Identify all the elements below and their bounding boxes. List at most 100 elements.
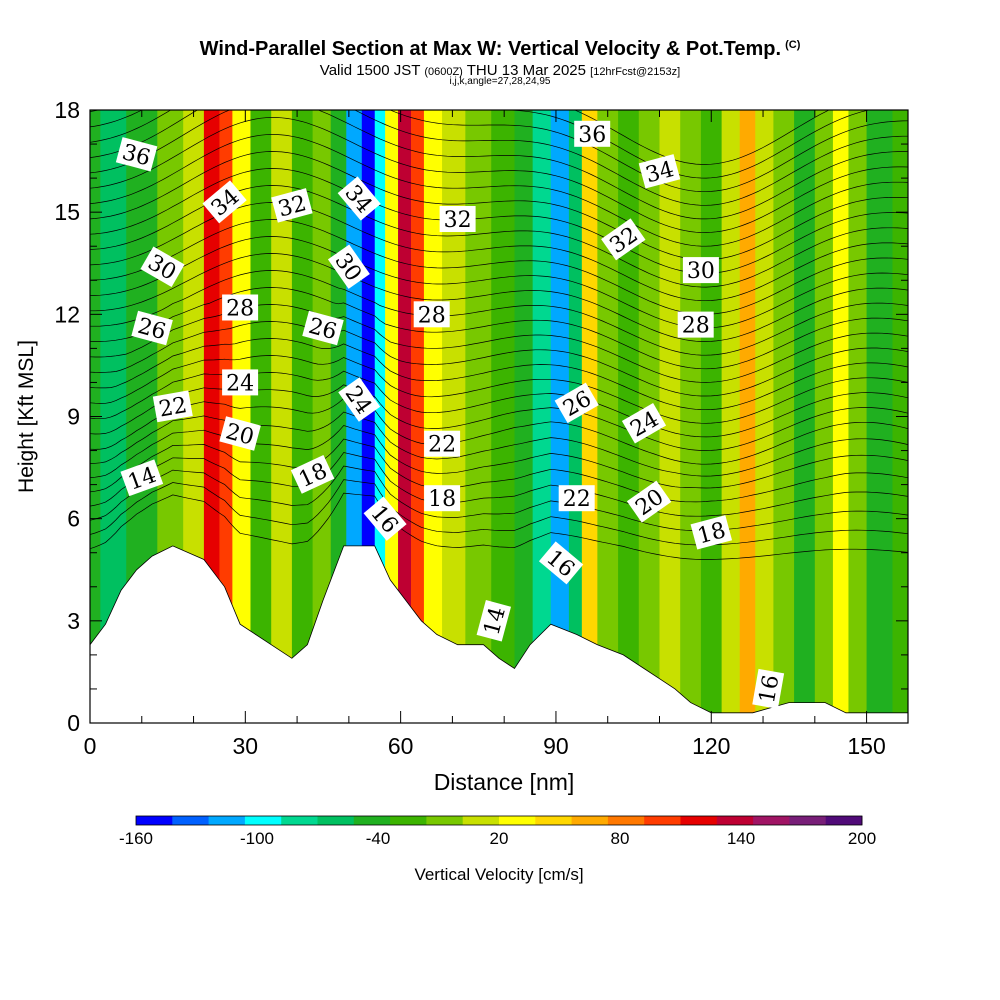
- colorbar-tick-label: 80: [611, 829, 630, 848]
- theta-contour-line: [90, 110, 908, 193]
- y-tick-label: 18: [54, 97, 80, 123]
- theta-label-box: [140, 246, 185, 287]
- theta-label-text: 16: [755, 673, 784, 705]
- colorbar-swatch: [644, 816, 681, 825]
- theta-contour-line: [90, 479, 908, 546]
- velocity-band: [814, 110, 834, 723]
- colorbar-swatch: [353, 816, 391, 825]
- colorbar-tick-label: 200: [848, 829, 876, 848]
- theta-label-box: [131, 310, 173, 346]
- theta-label: 34: [337, 176, 381, 221]
- theta-label-box: [424, 430, 461, 457]
- theta-label-box: [621, 403, 667, 444]
- velocity-band: [291, 110, 314, 723]
- colorbar-tick-label: -160: [119, 829, 153, 848]
- velocity-band: [680, 110, 702, 723]
- y-tick-label: 9: [67, 404, 80, 430]
- theta-contour-line: [90, 452, 908, 517]
- velocity-band: [514, 110, 534, 723]
- theta-contour-line: [90, 398, 908, 465]
- colorbar: -160 -100 -40 20 80 140 200 Vertical Velocity […: [119, 815, 876, 884]
- theta-label: 26: [554, 382, 599, 424]
- valid-time: Valid 1500 JST: [319, 62, 421, 79]
- velocity-band: [232, 110, 252, 723]
- velocity-band: [794, 110, 816, 723]
- theta-label-box: [476, 600, 512, 642]
- chart-subtitle: Valid 1500 JST (0600Z) THU 13 Mar 2025 […: [0, 62, 1000, 79]
- theta-label-box: [574, 120, 611, 147]
- velocity-band: [848, 110, 868, 723]
- theta-label-text: 28: [682, 314, 710, 339]
- theta-label: 22: [424, 430, 461, 458]
- theta-label: 14: [120, 459, 164, 497]
- colorbar-swatch: [462, 816, 500, 825]
- colorbar-swatch: [281, 816, 318, 825]
- colorbar-swatch: [753, 816, 790, 825]
- y-tick-label: 6: [67, 506, 80, 532]
- colorbar-swatch: [426, 816, 464, 825]
- velocity-band: [271, 110, 293, 723]
- theta-label: 28: [222, 294, 259, 322]
- theta-contour-line: [90, 236, 908, 329]
- terrain: [89, 545, 909, 724]
- colorbar-tick-label: -100: [240, 829, 274, 848]
- theta-contour-line: [90, 110, 908, 220]
- velocity-band: [250, 110, 272, 723]
- colorbar-tick-label: 140: [727, 829, 755, 848]
- theta-label-text: 36: [578, 123, 606, 148]
- theta-contour-line: [90, 465, 908, 531]
- colorbar-swatch: [317, 816, 355, 825]
- theta-label-box: [558, 485, 595, 512]
- theta-label: 18: [424, 485, 461, 512]
- colorbar-swatch: [607, 816, 645, 825]
- theta-label-box: [219, 416, 261, 451]
- velocity-band: [385, 110, 399, 723]
- x-tick-label: 0: [84, 733, 97, 759]
- y-tick-label: 12: [54, 301, 80, 327]
- colorbar-swatch: [244, 816, 282, 825]
- velocity-band: [312, 110, 332, 723]
- theta-label: 20: [626, 480, 672, 523]
- velocity-band: [532, 110, 552, 723]
- theta-label-box: [290, 455, 335, 494]
- x-tick-label: 60: [388, 733, 414, 759]
- index-info-text: i,j,k,angle=27,28,24,95: [449, 76, 551, 87]
- theta-label: 28: [413, 301, 450, 328]
- theta-contour-line: [90, 253, 908, 342]
- x-tick-label: 90: [543, 733, 569, 759]
- y-tick-label: 0: [67, 710, 80, 736]
- velocity-band: [374, 110, 386, 723]
- colorbar-label: Vertical Velocity [cm/s]: [414, 865, 583, 884]
- velocity-band: [659, 110, 681, 723]
- theta-label: 28: [677, 311, 714, 339]
- chart-title: Wind-Parallel Section at Max W: Vertical…: [0, 38, 1000, 61]
- theta-label: 22: [558, 485, 595, 512]
- theta-label-box: [690, 515, 733, 550]
- y-tick-label: 15: [54, 199, 80, 225]
- forecast-info: [12hrFcst@2153z]: [590, 66, 681, 78]
- velocity-band: [398, 110, 412, 723]
- theta-contour-line: [90, 438, 908, 503]
- theta-contour-line: [90, 338, 908, 411]
- theta-label-text: 22: [428, 433, 456, 458]
- theta-label-text: 22: [157, 393, 189, 422]
- theta-label-box: [677, 311, 714, 338]
- valid-date: THU 13 Mar 2025: [466, 62, 586, 79]
- colorbar-swatch: [571, 816, 609, 825]
- velocity-band: [423, 110, 443, 723]
- colorbar-tick-label: -40: [366, 829, 391, 848]
- theta-label-box: [413, 301, 450, 328]
- theta-contour-line: [90, 355, 908, 424]
- theta-label-box: [202, 180, 247, 224]
- velocity-band: [597, 110, 619, 723]
- theta-label-box: [222, 369, 259, 396]
- theta-label: 30: [682, 257, 719, 284]
- velocity-band: [700, 110, 723, 723]
- theta-label-box: [752, 668, 785, 709]
- colorbar-swatch: [716, 816, 754, 825]
- theta-label: 32: [439, 206, 476, 233]
- velocity-band: [832, 110, 850, 723]
- velocity-band: [755, 110, 774, 723]
- theta-label-text: 30: [687, 259, 715, 284]
